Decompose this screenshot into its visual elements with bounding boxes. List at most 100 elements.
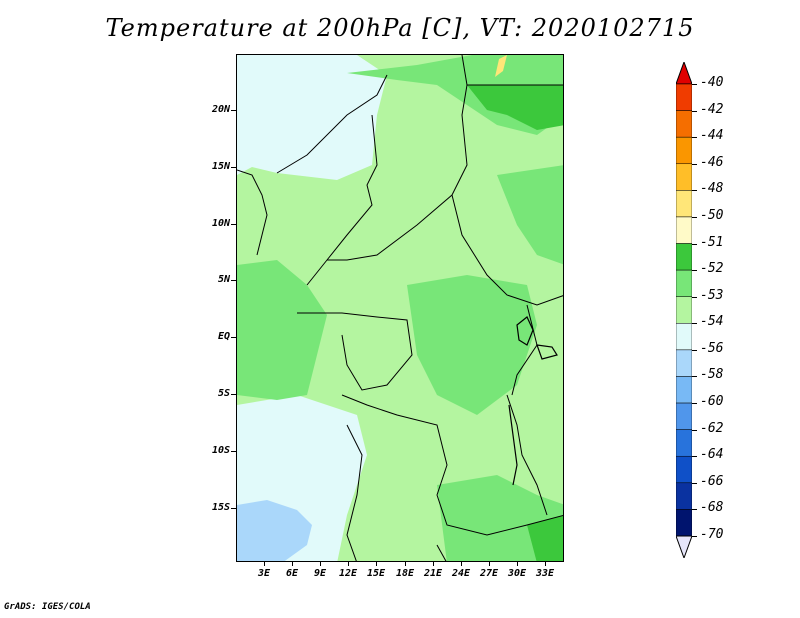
lon-tick xyxy=(264,562,265,566)
lon-label: 27E xyxy=(479,568,499,579)
warm-region-east xyxy=(497,165,563,265)
colorbar-box xyxy=(676,269,692,297)
warmer-region-northeast xyxy=(467,85,563,130)
lon-tick xyxy=(545,562,546,566)
colorbar-label: -40 xyxy=(700,75,724,90)
colorbar-box xyxy=(676,509,692,537)
colorbar-box xyxy=(676,243,692,271)
lon-label: 30E xyxy=(507,568,527,579)
lakes xyxy=(508,316,558,486)
lat-label: 15N xyxy=(211,161,230,172)
colorbar-box xyxy=(676,376,692,404)
colorbar-tick xyxy=(692,403,697,405)
lon-tick xyxy=(405,562,406,566)
lat-label: 20N xyxy=(211,104,230,115)
colorbar-box xyxy=(676,296,692,324)
lon-label: 15E xyxy=(366,568,386,579)
colorbar-label: -44 xyxy=(700,128,724,144)
colorbar-label: -64 xyxy=(700,447,724,463)
colorbar-label: -51 xyxy=(700,234,724,250)
colorbar-label: -70 xyxy=(700,527,724,542)
colorbar-tick xyxy=(692,536,697,537)
lon-tick xyxy=(320,562,321,566)
colorbar xyxy=(676,62,692,558)
lat-tick xyxy=(231,337,236,338)
lat-tick xyxy=(231,451,236,452)
lat-label: 10N xyxy=(211,218,230,229)
temperature-map xyxy=(237,55,563,561)
colorbar-tick xyxy=(692,270,697,272)
colder-region-southwest xyxy=(237,500,312,561)
colorbar-tick xyxy=(692,376,697,378)
map-panel xyxy=(236,54,564,562)
colorbar-box xyxy=(676,190,692,218)
colorbar-tick xyxy=(692,429,697,431)
lat-label: 10S xyxy=(211,445,230,456)
warm-region-west xyxy=(237,260,327,400)
cold-region-north xyxy=(237,55,387,180)
lon-tick xyxy=(292,562,293,566)
lat-tick xyxy=(231,110,236,111)
colorbar-label: -52 xyxy=(700,261,724,277)
lon-label: 12E xyxy=(338,568,358,579)
colorbar-box xyxy=(676,83,692,111)
colorbar-box xyxy=(676,349,692,377)
lon-label: 6E xyxy=(285,568,299,579)
colorbar-bottom-triangle xyxy=(676,535,692,558)
lat-label: 15S xyxy=(211,502,230,513)
colorbar-label: -58 xyxy=(700,367,724,383)
colorbar-box xyxy=(676,163,692,191)
lat-tick xyxy=(231,167,236,168)
colorbar-label: -42 xyxy=(700,101,724,117)
lon-label: 24E xyxy=(451,568,471,579)
colorbar-label: -68 xyxy=(700,500,724,516)
colorbar-label: -66 xyxy=(700,473,724,489)
colorbar-tick xyxy=(692,243,697,245)
colorbar-label: -48 xyxy=(700,181,724,197)
colorbar-box xyxy=(676,323,692,351)
colorbar-tick xyxy=(692,137,697,139)
lon-label: 3E xyxy=(257,568,271,579)
colorbar-tick xyxy=(692,163,697,165)
borders xyxy=(237,55,563,561)
colorbar-box xyxy=(676,216,692,244)
lon-tick xyxy=(433,562,434,566)
colorbar-tick xyxy=(692,84,697,85)
lat-tick xyxy=(231,224,236,225)
warm-region-center xyxy=(407,275,537,415)
lon-label: 21E xyxy=(423,568,443,579)
colorbar-label: -54 xyxy=(700,314,724,330)
colorbar-label: -46 xyxy=(700,154,724,170)
lon-tick xyxy=(489,562,490,566)
lon-label: 18E xyxy=(395,568,415,579)
colorbar-tick xyxy=(692,456,697,458)
colorbar-tick xyxy=(692,190,697,192)
lat-label: 5S xyxy=(217,388,230,399)
colorbar-tick xyxy=(692,296,697,298)
lon-tick xyxy=(461,562,462,566)
colorbar-label: -60 xyxy=(700,394,724,410)
credit-text: GrADS: IGES/COLA xyxy=(4,602,91,612)
lon-label: 9E xyxy=(313,568,327,579)
colorbar-tick xyxy=(692,482,697,484)
lat-tick xyxy=(231,508,236,509)
colorbar-top-triangle xyxy=(676,62,692,85)
chart-title: Temperature at 200hPa [C], VT: 202010271… xyxy=(105,14,695,42)
hot-patch xyxy=(495,55,507,77)
colorbar-tick xyxy=(692,323,697,325)
colorbar-tick xyxy=(692,110,697,112)
lon-tick xyxy=(517,562,518,566)
lon-tick xyxy=(376,562,377,566)
colorbar-label: -56 xyxy=(700,340,724,356)
lat-label: EQ xyxy=(217,331,230,342)
colorbar-label: -50 xyxy=(700,207,724,223)
lat-label: 5N xyxy=(217,274,230,285)
lat-tick xyxy=(231,280,236,281)
colorbar-tick xyxy=(692,509,697,511)
colorbar-box xyxy=(676,402,692,430)
colorbar-box xyxy=(676,455,692,484)
warmer-region-southeast xyxy=(527,515,563,561)
lon-label: 33E xyxy=(535,568,555,579)
colorbar-box xyxy=(676,110,692,138)
colorbar-label: -62 xyxy=(700,420,724,436)
